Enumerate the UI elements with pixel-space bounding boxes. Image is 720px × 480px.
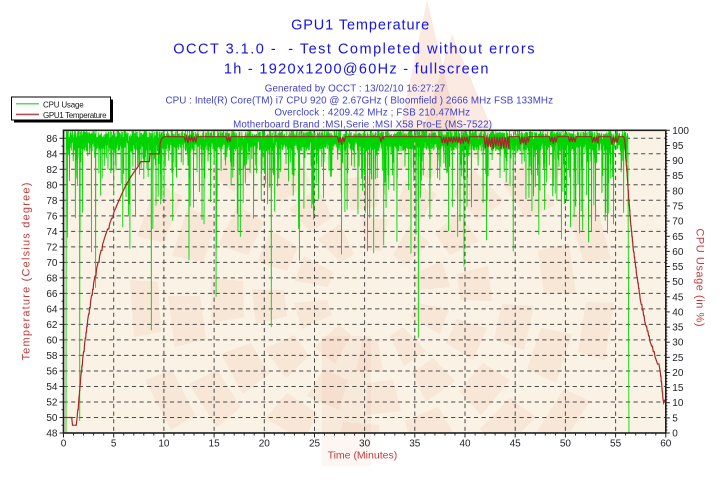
svg-text:50: 50 [46,413,58,424]
svg-text:15: 15 [672,383,684,394]
svg-text:CPU Usage (in %): CPU Usage (in %) [694,228,706,327]
svg-text:45: 45 [510,439,522,450]
svg-text:76: 76 [46,211,58,222]
svg-text:0: 0 [61,439,67,450]
svg-text:40: 40 [459,439,471,450]
svg-text:25: 25 [309,439,321,450]
svg-text:50: 50 [560,439,572,450]
svg-text:100: 100 [672,126,689,137]
svg-text:82: 82 [46,165,58,176]
svg-text:62: 62 [46,320,58,331]
svg-text:55: 55 [610,439,622,450]
svg-text:20: 20 [672,368,684,379]
svg-text:56: 56 [46,367,58,378]
svg-text:64: 64 [46,304,58,315]
svg-text:Overclock : 4209.42 MHz ; FSB: Overclock : 4209.42 MHz ; FSB 210.47MHz [274,108,470,119]
svg-text:25: 25 [672,353,684,364]
svg-text:20: 20 [259,439,271,450]
svg-text:60: 60 [660,439,672,450]
svg-text:84: 84 [46,149,58,160]
svg-text:52: 52 [46,398,58,409]
svg-text:35: 35 [409,439,421,450]
svg-text:CPU Usage: CPU Usage [43,100,84,109]
svg-text:0: 0 [672,429,678,440]
svg-text:45: 45 [672,292,684,303]
svg-text:60: 60 [46,335,58,346]
svg-text:10: 10 [672,398,684,409]
svg-text:15: 15 [209,439,221,450]
svg-text:68: 68 [46,273,58,284]
svg-text:90: 90 [672,156,684,167]
svg-text:Generated by OCCT : 13/02/10 1: Generated by OCCT : 13/02/10 16:27:27 [265,84,446,95]
svg-text:GPU1 Temperature: GPU1 Temperature [43,111,107,120]
svg-text:5: 5 [672,413,678,424]
svg-text:80: 80 [46,180,58,191]
svg-text:85: 85 [672,171,684,182]
svg-text:80: 80 [672,186,684,197]
svg-text:86: 86 [46,134,58,145]
svg-text:65: 65 [672,232,684,243]
svg-text:GPU1 Temperature: GPU1 Temperature [291,18,430,34]
svg-text:70: 70 [46,258,58,269]
svg-text:5: 5 [111,439,117,450]
svg-text:78: 78 [46,196,58,207]
svg-text:30: 30 [359,439,371,450]
svg-text:10: 10 [158,439,170,450]
svg-text:54: 54 [46,382,58,393]
svg-text:Temperature (Celsius degree): Temperature (Celsius degree) [21,181,33,360]
svg-text:74: 74 [46,227,58,238]
svg-text:66: 66 [46,289,58,300]
svg-text:55: 55 [672,262,684,273]
svg-text:OCCT 3.1.0 - - Test Completed: OCCT 3.1.0 - - Test Completed without er… [173,42,536,58]
svg-text:40: 40 [672,307,684,318]
svg-text:30: 30 [672,338,684,349]
svg-text:70: 70 [672,217,684,228]
svg-text:48: 48 [46,429,58,440]
svg-text:1h - 1920x1200@60Hz - fullscre: 1h - 1920x1200@60Hz - fullscreen [224,61,490,77]
svg-text:75: 75 [672,202,684,213]
svg-text:58: 58 [46,351,58,362]
svg-text:CPU : Intel(R) Core(TM) i7 CPU: CPU : Intel(R) Core(TM) i7 CPU 920 @ 2.6… [166,96,554,107]
svg-text:Time (Minutes): Time (Minutes) [328,450,398,462]
svg-text:Motherboard Brand :MSI,Serie :: Motherboard Brand :MSI,Serie :MSI X58 Pr… [233,119,492,130]
svg-text:95: 95 [672,141,684,152]
svg-text:50: 50 [672,277,684,288]
svg-text:72: 72 [46,242,58,253]
svg-text:60: 60 [672,247,684,258]
svg-text:35: 35 [672,323,684,334]
